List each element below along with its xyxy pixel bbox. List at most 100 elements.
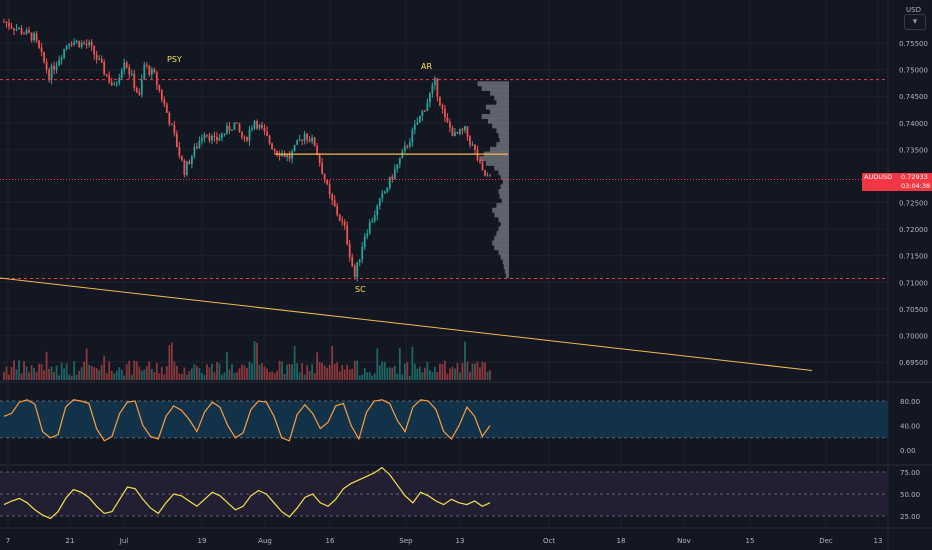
candle-body[interactable] — [416, 122, 419, 125]
candle-body[interactable] — [273, 148, 276, 151]
candle-body[interactable] — [133, 73, 136, 88]
candle-body[interactable] — [43, 51, 45, 62]
candle-body[interactable] — [155, 72, 158, 85]
candle-body[interactable] — [173, 124, 176, 134]
candle-body[interactable] — [476, 149, 479, 161]
candle-body[interactable] — [110, 82, 113, 85]
candle-body[interactable] — [50, 65, 53, 80]
candle-body[interactable] — [190, 156, 193, 165]
candle-body[interactable] — [105, 74, 108, 76]
candle-body[interactable] — [175, 133, 178, 148]
candle-body[interactable] — [341, 220, 344, 222]
candle-body[interactable] — [20, 28, 23, 34]
candle-body[interactable] — [421, 110, 424, 116]
candle-body[interactable] — [331, 194, 334, 201]
candle-body[interactable] — [153, 69, 156, 73]
candle-body[interactable] — [213, 135, 216, 137]
candle-body[interactable] — [108, 75, 111, 83]
candle-body[interactable] — [216, 136, 218, 141]
candle-body[interactable] — [268, 135, 271, 144]
candle-body[interactable] — [298, 139, 301, 141]
candle-body[interactable] — [436, 78, 439, 97]
candle-body[interactable] — [308, 139, 311, 142]
candle-body[interactable] — [221, 133, 223, 139]
candle-body[interactable] — [25, 30, 28, 34]
candle-body[interactable] — [228, 125, 231, 131]
candle-body[interactable] — [346, 225, 349, 245]
candle-body[interactable] — [403, 145, 406, 152]
candle-body[interactable] — [266, 131, 268, 136]
candle-body[interactable] — [58, 60, 61, 66]
candle-body[interactable] — [48, 69, 50, 80]
candle-body[interactable] — [18, 28, 20, 30]
candle-body[interactable] — [80, 42, 83, 47]
candle-body[interactable] — [253, 121, 256, 129]
candle-body[interactable] — [311, 137, 314, 142]
candle-body[interactable] — [65, 46, 68, 50]
candle-body[interactable] — [95, 54, 98, 60]
candle-body[interactable] — [288, 154, 291, 159]
candle-body[interactable] — [45, 61, 48, 70]
candle-body[interactable] — [160, 90, 163, 100]
candle-body[interactable] — [123, 62, 126, 71]
candle-body[interactable] — [28, 30, 30, 33]
candle-body[interactable] — [459, 129, 461, 134]
candle-body[interactable] — [248, 129, 251, 141]
candle-body[interactable] — [326, 180, 329, 185]
candle-body[interactable] — [183, 160, 186, 175]
candle-body[interactable] — [115, 83, 118, 85]
drawing-lines[interactable] — [0, 79, 888, 372]
candle-body[interactable] — [113, 84, 116, 86]
candlestick-series[interactable] — [3, 18, 491, 282]
candle-body[interactable] — [291, 151, 293, 159]
candle-body[interactable] — [356, 262, 359, 278]
candle-body[interactable] — [406, 145, 409, 147]
candle-body[interactable] — [258, 124, 261, 129]
candle-body[interactable] — [180, 155, 183, 161]
candle-body[interactable] — [23, 33, 25, 35]
candle-body[interactable] — [140, 79, 143, 95]
candle-body[interactable] — [296, 140, 299, 145]
candle-body[interactable] — [75, 41, 78, 43]
candle-body[interactable] — [271, 143, 273, 149]
candle-body[interactable] — [226, 125, 228, 134]
candle-body[interactable] — [426, 102, 429, 111]
candle-body[interactable] — [188, 161, 191, 165]
candle-body[interactable] — [489, 175, 491, 177]
candle-body[interactable] — [231, 129, 233, 131]
trend-line[interactable] — [0, 277, 813, 372]
candle-body[interactable] — [474, 144, 476, 150]
candle-body[interactable] — [428, 93, 431, 103]
candle-body[interactable] — [201, 138, 203, 142]
candle-body[interactable] — [433, 78, 436, 85]
candle-body[interactable] — [55, 65, 58, 70]
candle-body[interactable] — [368, 222, 371, 234]
candle-body[interactable] — [408, 142, 411, 147]
candle-body[interactable] — [83, 42, 86, 45]
candle-body[interactable] — [383, 191, 386, 194]
candle-body[interactable] — [306, 133, 309, 140]
candle-body[interactable] — [120, 70, 123, 78]
candle-body[interactable] — [413, 124, 416, 130]
candle-body[interactable] — [471, 144, 474, 146]
candle-body[interactable] — [3, 21, 5, 23]
candle-body[interactable] — [148, 65, 151, 75]
candle-body[interactable] — [361, 247, 364, 260]
candle-body[interactable] — [8, 23, 10, 27]
candle-body[interactable] — [85, 44, 88, 46]
candle-body[interactable] — [449, 121, 451, 128]
candle-body[interactable] — [484, 170, 486, 176]
candle-body[interactable] — [286, 154, 288, 158]
candle-body[interactable] — [168, 112, 171, 125]
candle-body[interactable] — [88, 41, 91, 46]
candle-body[interactable] — [238, 123, 241, 132]
candle-body[interactable] — [293, 144, 296, 152]
candle-body[interactable] — [118, 77, 121, 84]
candle-body[interactable] — [343, 221, 346, 226]
candle-body[interactable] — [373, 215, 376, 221]
candle-body[interactable] — [165, 104, 168, 113]
candle-body[interactable] — [363, 236, 366, 248]
candle-body[interactable] — [328, 184, 331, 195]
candle-body[interactable] — [381, 193, 384, 199]
